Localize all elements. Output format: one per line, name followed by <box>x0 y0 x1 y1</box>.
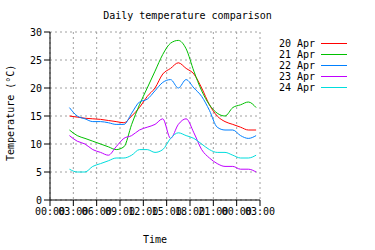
svg-text:15:00: 15:00 <box>151 206 182 218</box>
svg-text:00:00: 00:00 <box>34 206 66 218</box>
svg-text:00:00: 00:00 <box>221 206 252 218</box>
svg-text:Time: Time <box>143 234 167 245</box>
svg-text:18:00: 18:00 <box>174 206 206 218</box>
html-text:21 Apr: 21 Apr <box>278 49 315 60</box>
svg-text:03:00: 03:00 <box>58 206 89 218</box>
svg-text:Temperature (°C): Temperature (°C) <box>8 65 16 161</box>
html-text:23 Apr: 23 Apr <box>278 71 315 82</box>
svg-text:21:00: 21:00 <box>198 206 229 218</box>
svg-text:25: 25 <box>30 55 42 66</box>
svg-text:12:00: 12:00 <box>128 206 159 218</box>
svg-text:0: 0 <box>36 195 42 206</box>
svg-text:20: 20 <box>30 83 42 94</box>
svg-text:15: 15 <box>30 111 42 122</box>
html-text:20 Apr: 20 Apr <box>278 38 315 49</box>
svg-text:09:00: 09:00 <box>104 206 136 218</box>
html-text:Daily temperature comparison: Daily temperature comparison <box>103 10 272 21</box>
svg-text:06:00: 06:00 <box>81 206 112 218</box>
html-text:24 Apr: 24 Apr <box>278 82 315 93</box>
svg-text:30: 30 <box>30 27 42 38</box>
svg-text:5: 5 <box>36 167 42 178</box>
svg-text:03:00: 03:00 <box>245 206 275 217</box>
svg-text:10: 10 <box>30 139 42 150</box>
html-text:22 Apr: 22 Apr <box>278 60 315 71</box>
